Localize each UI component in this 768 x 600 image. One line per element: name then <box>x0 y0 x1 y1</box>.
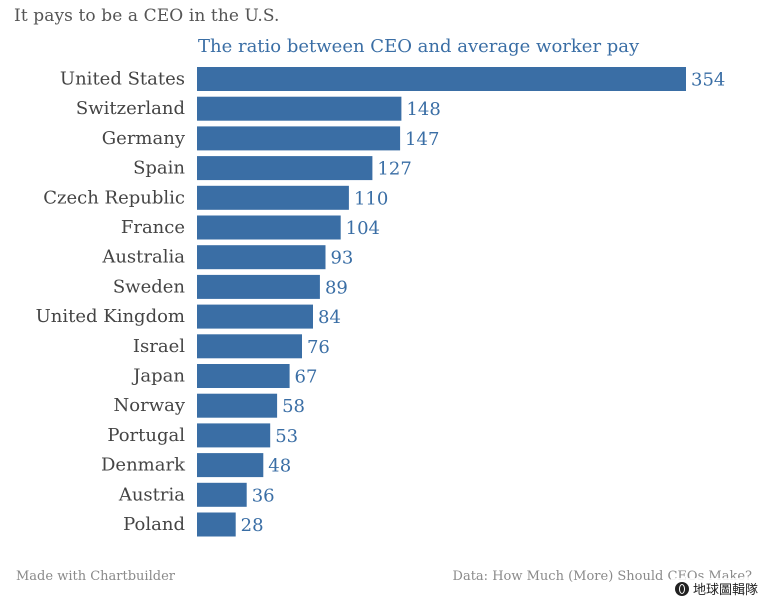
category-label-denmark: Denmark <box>101 455 186 476</box>
value-label-japan: 67 <box>295 367 318 388</box>
value-label-sweden: 89 <box>325 277 348 298</box>
bar-chart: United States 354 Switzerland 148 Germany 147… <box>36 67 725 537</box>
category-label-sweden: Sweden <box>113 276 186 297</box>
category-label-switzerland: Switzerland <box>76 98 185 119</box>
bar-portugal <box>197 423 271 448</box>
value-label-israel: 76 <box>307 337 330 358</box>
value-label-norway: 58 <box>282 396 305 417</box>
bar-czech-republic <box>197 185 349 210</box>
watermark-text: 地球圖輯隊 <box>692 583 758 598</box>
bar-norway <box>197 393 278 418</box>
category-label-austria: Austria <box>118 484 185 505</box>
bar-germany <box>197 126 401 151</box>
watermark: 地球圖輯隊 <box>670 578 762 599</box>
chart-subtitle: The ratio between CEO and average worker… <box>198 36 640 57</box>
category-label-czech-republic: Czech Republic <box>43 187 185 208</box>
value-label-france: 104 <box>346 218 380 239</box>
globe-icon <box>674 581 689 596</box>
bar-united-states <box>197 67 686 91</box>
bar-israel <box>197 334 302 359</box>
value-label-switzerland: 148 <box>406 99 440 120</box>
value-label-denmark: 48 <box>268 456 291 477</box>
category-label-france: France <box>121 217 185 238</box>
category-label-norway: Norway <box>114 395 186 416</box>
category-label-australia: Australia <box>101 247 185 268</box>
value-label-australia: 93 <box>330 248 353 269</box>
category-label-israel: Israel <box>133 336 185 357</box>
bar-sweden <box>197 274 320 299</box>
bar-austria <box>197 482 247 507</box>
category-label-japan: Japan <box>131 366 185 387</box>
value-label-spain: 127 <box>377 159 411 180</box>
value-label-portugal: 53 <box>275 426 298 447</box>
value-label-germany: 147 <box>405 129 439 150</box>
chart-credit: Made with Chartbuilder <box>16 569 175 584</box>
bar-spain <box>197 156 373 181</box>
bar-switzerland <box>197 96 402 121</box>
value-label-czech-republic: 110 <box>354 188 388 209</box>
bar-united-kingdom <box>197 304 313 329</box>
bar-france <box>197 215 341 240</box>
bar-poland <box>197 512 236 537</box>
bar-japan <box>197 364 290 388</box>
category-label-united-kingdom: United Kingdom <box>36 306 185 327</box>
value-label-poland: 28 <box>241 515 264 536</box>
category-label-portugal: Portugal <box>107 425 185 446</box>
value-label-united-kingdom: 84 <box>318 307 341 328</box>
value-label-united-states: 354 <box>691 70 725 91</box>
bar-denmark <box>197 453 264 478</box>
category-label-united-states: United States <box>60 69 185 90</box>
bar-australia <box>197 245 326 270</box>
chart-title: It pays to be a CEO in the U.S. <box>14 6 280 26</box>
value-label-austria: 36 <box>252 485 275 506</box>
category-label-poland: Poland <box>123 514 185 535</box>
category-label-germany: Germany <box>102 128 186 149</box>
category-label-spain: Spain <box>133 158 185 179</box>
